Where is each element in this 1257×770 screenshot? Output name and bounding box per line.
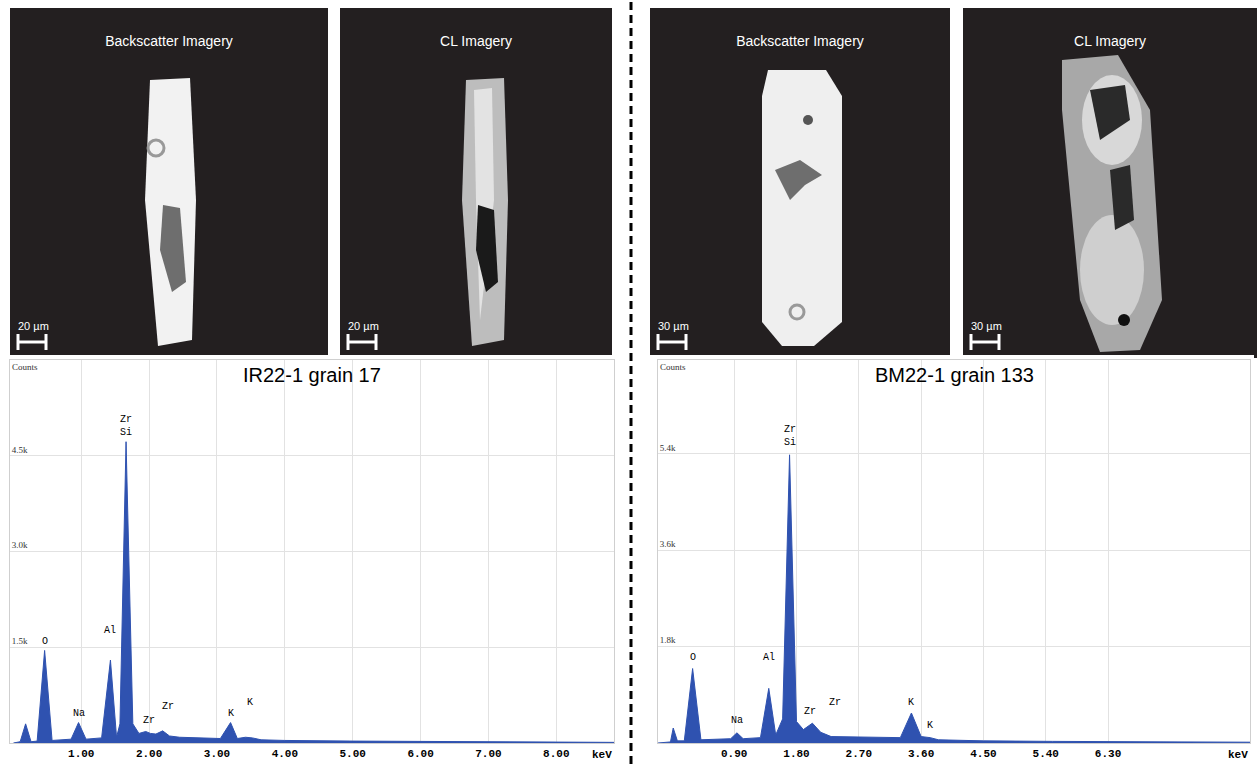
svg-text:0.90: 0.90	[721, 748, 747, 760]
svg-text:3.60: 3.60	[908, 748, 934, 760]
svg-text:5.00: 5.00	[340, 748, 366, 760]
svg-text:6.30: 6.30	[1095, 748, 1121, 760]
svg-text:CL Imagery: CL Imagery	[440, 33, 512, 49]
svg-text:Al: Al	[763, 652, 775, 663]
svg-text:1.80: 1.80	[783, 748, 809, 760]
svg-text:O: O	[42, 636, 48, 647]
svg-text:ZrSi: ZrSi	[120, 414, 132, 438]
svg-text:1.8k: 1.8k	[660, 635, 676, 645]
svg-text:K: K	[908, 697, 914, 708]
svg-text:K: K	[247, 697, 253, 708]
svg-text:O: O	[690, 652, 696, 663]
svg-text:keV: keV	[1228, 749, 1248, 761]
svg-text:CL Imagery: CL Imagery	[1074, 33, 1146, 49]
svg-text:1.5k: 1.5k	[12, 636, 28, 646]
svg-text:1.00: 1.00	[68, 748, 94, 760]
svg-text:8.00: 8.00	[543, 748, 569, 760]
svg-text:BM22-1 grain 133: BM22-1 grain 133	[875, 364, 1034, 386]
svg-text:Zr: Zr	[804, 706, 816, 717]
svg-text:Counts: Counts	[12, 362, 38, 372]
svg-text:K: K	[927, 720, 933, 731]
svg-text:5.4k: 5.4k	[660, 443, 676, 453]
svg-text:4.00: 4.00	[272, 748, 298, 760]
svg-text:Al: Al	[104, 625, 116, 636]
svg-text:Zr: Zr	[162, 701, 174, 712]
svg-text:Na: Na	[731, 715, 743, 726]
svg-text:5.40: 5.40	[1033, 748, 1059, 760]
svg-text:K: K	[228, 708, 234, 719]
svg-text:Na: Na	[73, 708, 85, 719]
svg-text:keV: keV	[592, 749, 612, 761]
svg-text:4.50: 4.50	[970, 748, 996, 760]
svg-text:Counts: Counts	[660, 362, 686, 372]
svg-text:Backscatter Imagery: Backscatter Imagery	[105, 33, 233, 49]
svg-text:30 µm: 30 µm	[658, 320, 689, 332]
svg-text:20 µm: 20 µm	[348, 320, 379, 332]
svg-text:4.5k: 4.5k	[12, 445, 28, 455]
svg-text:2.00: 2.00	[136, 748, 162, 760]
svg-text:30 µm: 30 µm	[971, 320, 1002, 332]
svg-text:3.0k: 3.0k	[12, 540, 28, 550]
svg-text:6.00: 6.00	[407, 748, 433, 760]
svg-text:2.70: 2.70	[846, 748, 872, 760]
svg-text:Zr: Zr	[829, 697, 841, 708]
svg-text:ZrSi: ZrSi	[784, 424, 796, 448]
svg-text:Backscatter Imagery: Backscatter Imagery	[736, 33, 864, 49]
svg-text:3.6k: 3.6k	[660, 539, 676, 549]
svg-text:Zr: Zr	[143, 715, 155, 726]
svg-text:3.00: 3.00	[204, 748, 230, 760]
svg-text:20 µm: 20 µm	[18, 320, 49, 332]
svg-text:7.00: 7.00	[475, 748, 501, 760]
svg-text:IR22-1 grain 17: IR22-1 grain 17	[243, 364, 381, 386]
